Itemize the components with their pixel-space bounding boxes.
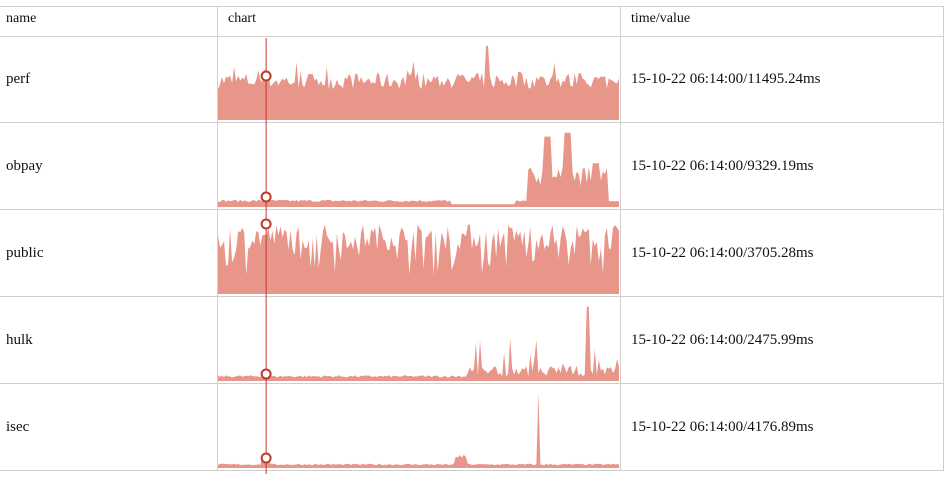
row-name: isec <box>6 419 30 435</box>
row-time: 15-10-22 06:14:00 <box>631 419 744 435</box>
row-divider <box>0 296 944 297</box>
row-divider <box>0 209 944 210</box>
sparkline-chart[interactable] <box>218 212 619 294</box>
sparkline-area <box>218 224 619 294</box>
row-value: 2475.99ms <box>747 332 814 348</box>
sparkline-area <box>218 132 619 207</box>
row-time: 15-10-22 06:14:00 <box>631 158 744 174</box>
sparkline-chart[interactable] <box>218 125 619 207</box>
row-time-value: 15-10-22 06:14:00/2475.99ms <box>631 332 814 348</box>
table-border-bottom <box>0 470 944 471</box>
column-header-name: name <box>6 11 37 26</box>
header-divider <box>0 36 944 37</box>
row-name: hulk <box>6 332 33 348</box>
row-value: 3705.28ms <box>747 245 814 261</box>
sparkline-chart[interactable] <box>218 299 619 381</box>
table-border-right <box>943 6 944 471</box>
sparkline-chart[interactable] <box>218 38 619 120</box>
row-divider <box>0 122 944 123</box>
column-divider <box>217 6 218 471</box>
sparkline-area <box>218 45 619 120</box>
column-header-timevalue: time/value <box>631 11 691 26</box>
row-divider <box>0 383 944 384</box>
row-value: 9329.19ms <box>747 158 814 174</box>
row-time-value: 15-10-22 06:14:00/9329.19ms <box>631 158 814 174</box>
row-name: obpay <box>6 158 43 174</box>
row-value: 11495.24ms <box>747 71 821 87</box>
column-header-chart: chart <box>228 11 256 26</box>
row-time-value: 15-10-22 06:14:00/3705.28ms <box>631 245 814 261</box>
row-time: 15-10-22 06:14:00 <box>631 245 744 261</box>
column-divider <box>620 6 621 471</box>
row-time-value: 15-10-22 06:14:00/4176.89ms <box>631 419 814 435</box>
sparkline-chart[interactable] <box>218 386 619 468</box>
row-name: perf <box>6 71 31 87</box>
row-value: 4176.89ms <box>747 419 814 435</box>
row-time: 15-10-22 06:14:00 <box>631 332 744 348</box>
row-time: 15-10-22 06:14:00 <box>631 71 744 87</box>
row-name: public <box>6 245 44 261</box>
sparkline-area <box>218 306 619 381</box>
sparkline-area <box>218 392 619 468</box>
row-time-value: 15-10-22 06:14:00/11495.24ms <box>631 71 821 87</box>
table-border-top <box>0 6 944 7</box>
